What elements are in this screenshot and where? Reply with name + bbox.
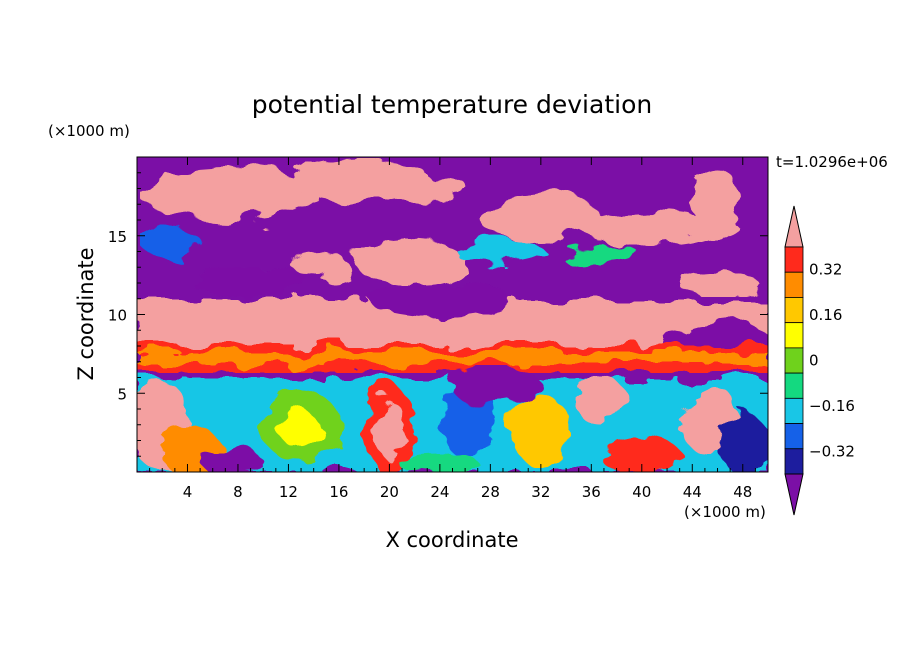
x-tick-label: 20 [380,483,399,501]
x-tick-label: 24 [430,483,449,501]
middle-band [137,267,768,373]
colorbar-segment [784,423,804,450]
x-tick-label: 32 [531,483,550,501]
colorbar-tick-label: 0 [809,352,819,370]
colorbar-bottom-arrow [784,473,804,516]
x-tick-label: 36 [582,483,601,501]
y-axis-ticks: 5 10 15 [108,172,768,457]
x-tick-label: 28 [481,483,500,501]
x-axis-ticks: 4 8 12 16 20 24 28 32 36 40 44 48 [149,157,756,501]
colorbar-tick-label: −0.32 [809,442,855,460]
lower-layer-blobs [137,365,768,472]
x-tick-label: 44 [683,483,702,501]
x-tick-label: 40 [632,483,651,501]
colorbar-segment [784,322,804,349]
colorbar-segment [784,246,804,273]
x-tick-label: 16 [329,483,348,501]
y-unit-label: (×1000 m) [48,122,130,140]
x-tick-label: 12 [279,483,298,501]
y-axis-label: Z coordinate [74,247,98,380]
y-tick-label: 15 [108,228,127,246]
time-label: t=1.0296e+06 [776,153,888,171]
x-axis-label: X coordinate [385,528,518,552]
colorbar-segment [784,372,804,399]
x-tick-label: 4 [183,483,193,501]
colorbar-tick-label: 0.32 [809,261,842,279]
colorbar-tick-label: 0.16 [809,306,842,324]
chart-title: potential temperature deviation [252,90,652,119]
colorbar-segment [784,297,804,324]
x-tick-label: 8 [233,483,243,501]
colorbar: 0.32 0.16 0 −0.16 −0.32 [784,205,855,516]
colorbar-tick-label: −0.16 [809,397,855,415]
y-tick-label: 10 [108,307,127,325]
colorbar-segment [784,271,804,298]
y-tick-label: 5 [117,385,127,403]
colorbar-segment [784,397,804,424]
colorbar-segment [784,448,804,475]
x-tick-label: 48 [733,483,752,501]
x-unit-label: (×1000 m) [684,503,766,521]
contour-field [137,157,768,472]
colorbar-top-arrow [784,205,804,248]
upper-layer-blobs [140,158,760,297]
colorbar-segment [784,347,804,374]
